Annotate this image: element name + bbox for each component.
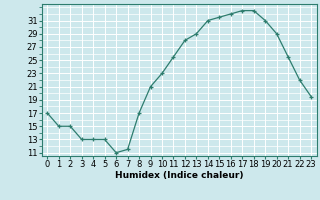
X-axis label: Humidex (Indice chaleur): Humidex (Indice chaleur) [115,171,244,180]
